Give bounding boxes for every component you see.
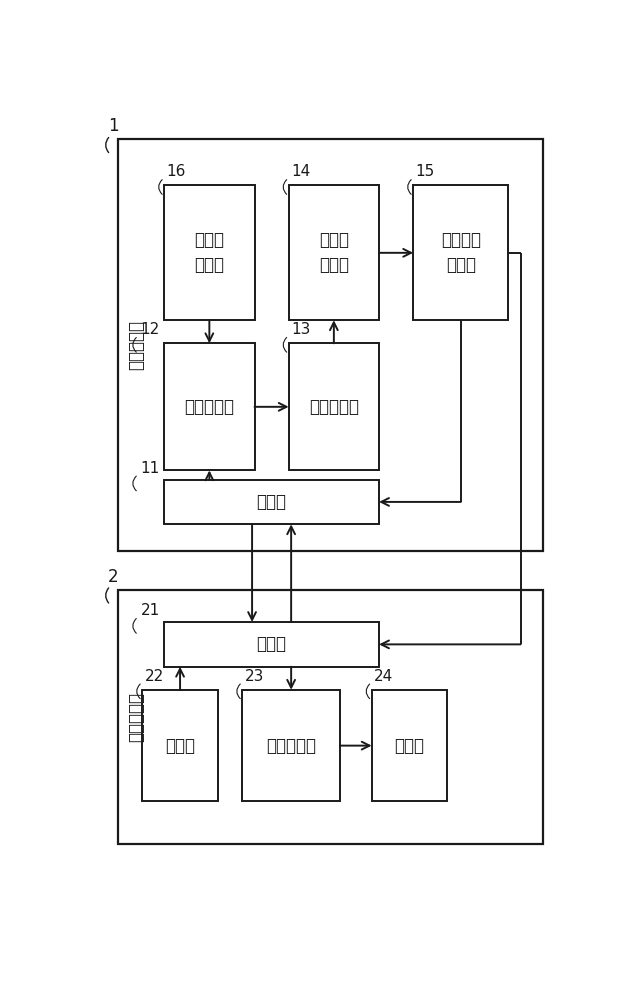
Bar: [118, 590, 542, 844]
Text: 无人飞行器: 无人飞行器: [127, 692, 146, 742]
Bar: [164, 480, 379, 524]
Text: 控制部: 控制部: [256, 493, 287, 511]
Bar: [164, 343, 255, 470]
Text: 驱动部: 驱动部: [394, 737, 425, 755]
Text: 14: 14: [291, 164, 311, 179]
Text: 摄像头: 摄像头: [165, 737, 195, 755]
Bar: [243, 690, 340, 801]
Text: 12: 12: [140, 322, 160, 337]
Text: 飞行高度
控制部: 飞行高度 控制部: [441, 231, 481, 274]
Text: 15: 15: [416, 164, 435, 179]
Bar: [289, 185, 379, 320]
Bar: [118, 139, 542, 551]
Text: 24: 24: [374, 669, 393, 684]
Text: 控制部: 控制部: [256, 635, 287, 653]
Text: 16: 16: [166, 164, 186, 179]
Text: 23: 23: [244, 669, 264, 684]
Text: 13: 13: [291, 322, 311, 337]
Bar: [142, 690, 218, 801]
Bar: [289, 343, 379, 470]
Text: 11: 11: [140, 461, 160, 476]
Text: 飞行控制部: 飞行控制部: [266, 737, 316, 755]
Text: 服务器装置: 服务器装置: [127, 320, 146, 370]
Text: 1: 1: [108, 117, 118, 135]
Text: 标记数
存储部: 标记数 存储部: [195, 231, 224, 274]
Text: 22: 22: [145, 669, 164, 684]
Bar: [372, 690, 447, 801]
Text: 2: 2: [108, 568, 118, 586]
Text: 最大值
检测部: 最大值 检测部: [319, 231, 349, 274]
Bar: [164, 622, 379, 667]
Text: 21: 21: [140, 603, 160, 618]
Bar: [413, 185, 508, 320]
Text: 面积计算部: 面积计算部: [309, 398, 359, 416]
Text: 标记识别部: 标记识别部: [185, 398, 234, 416]
Bar: [164, 185, 255, 320]
